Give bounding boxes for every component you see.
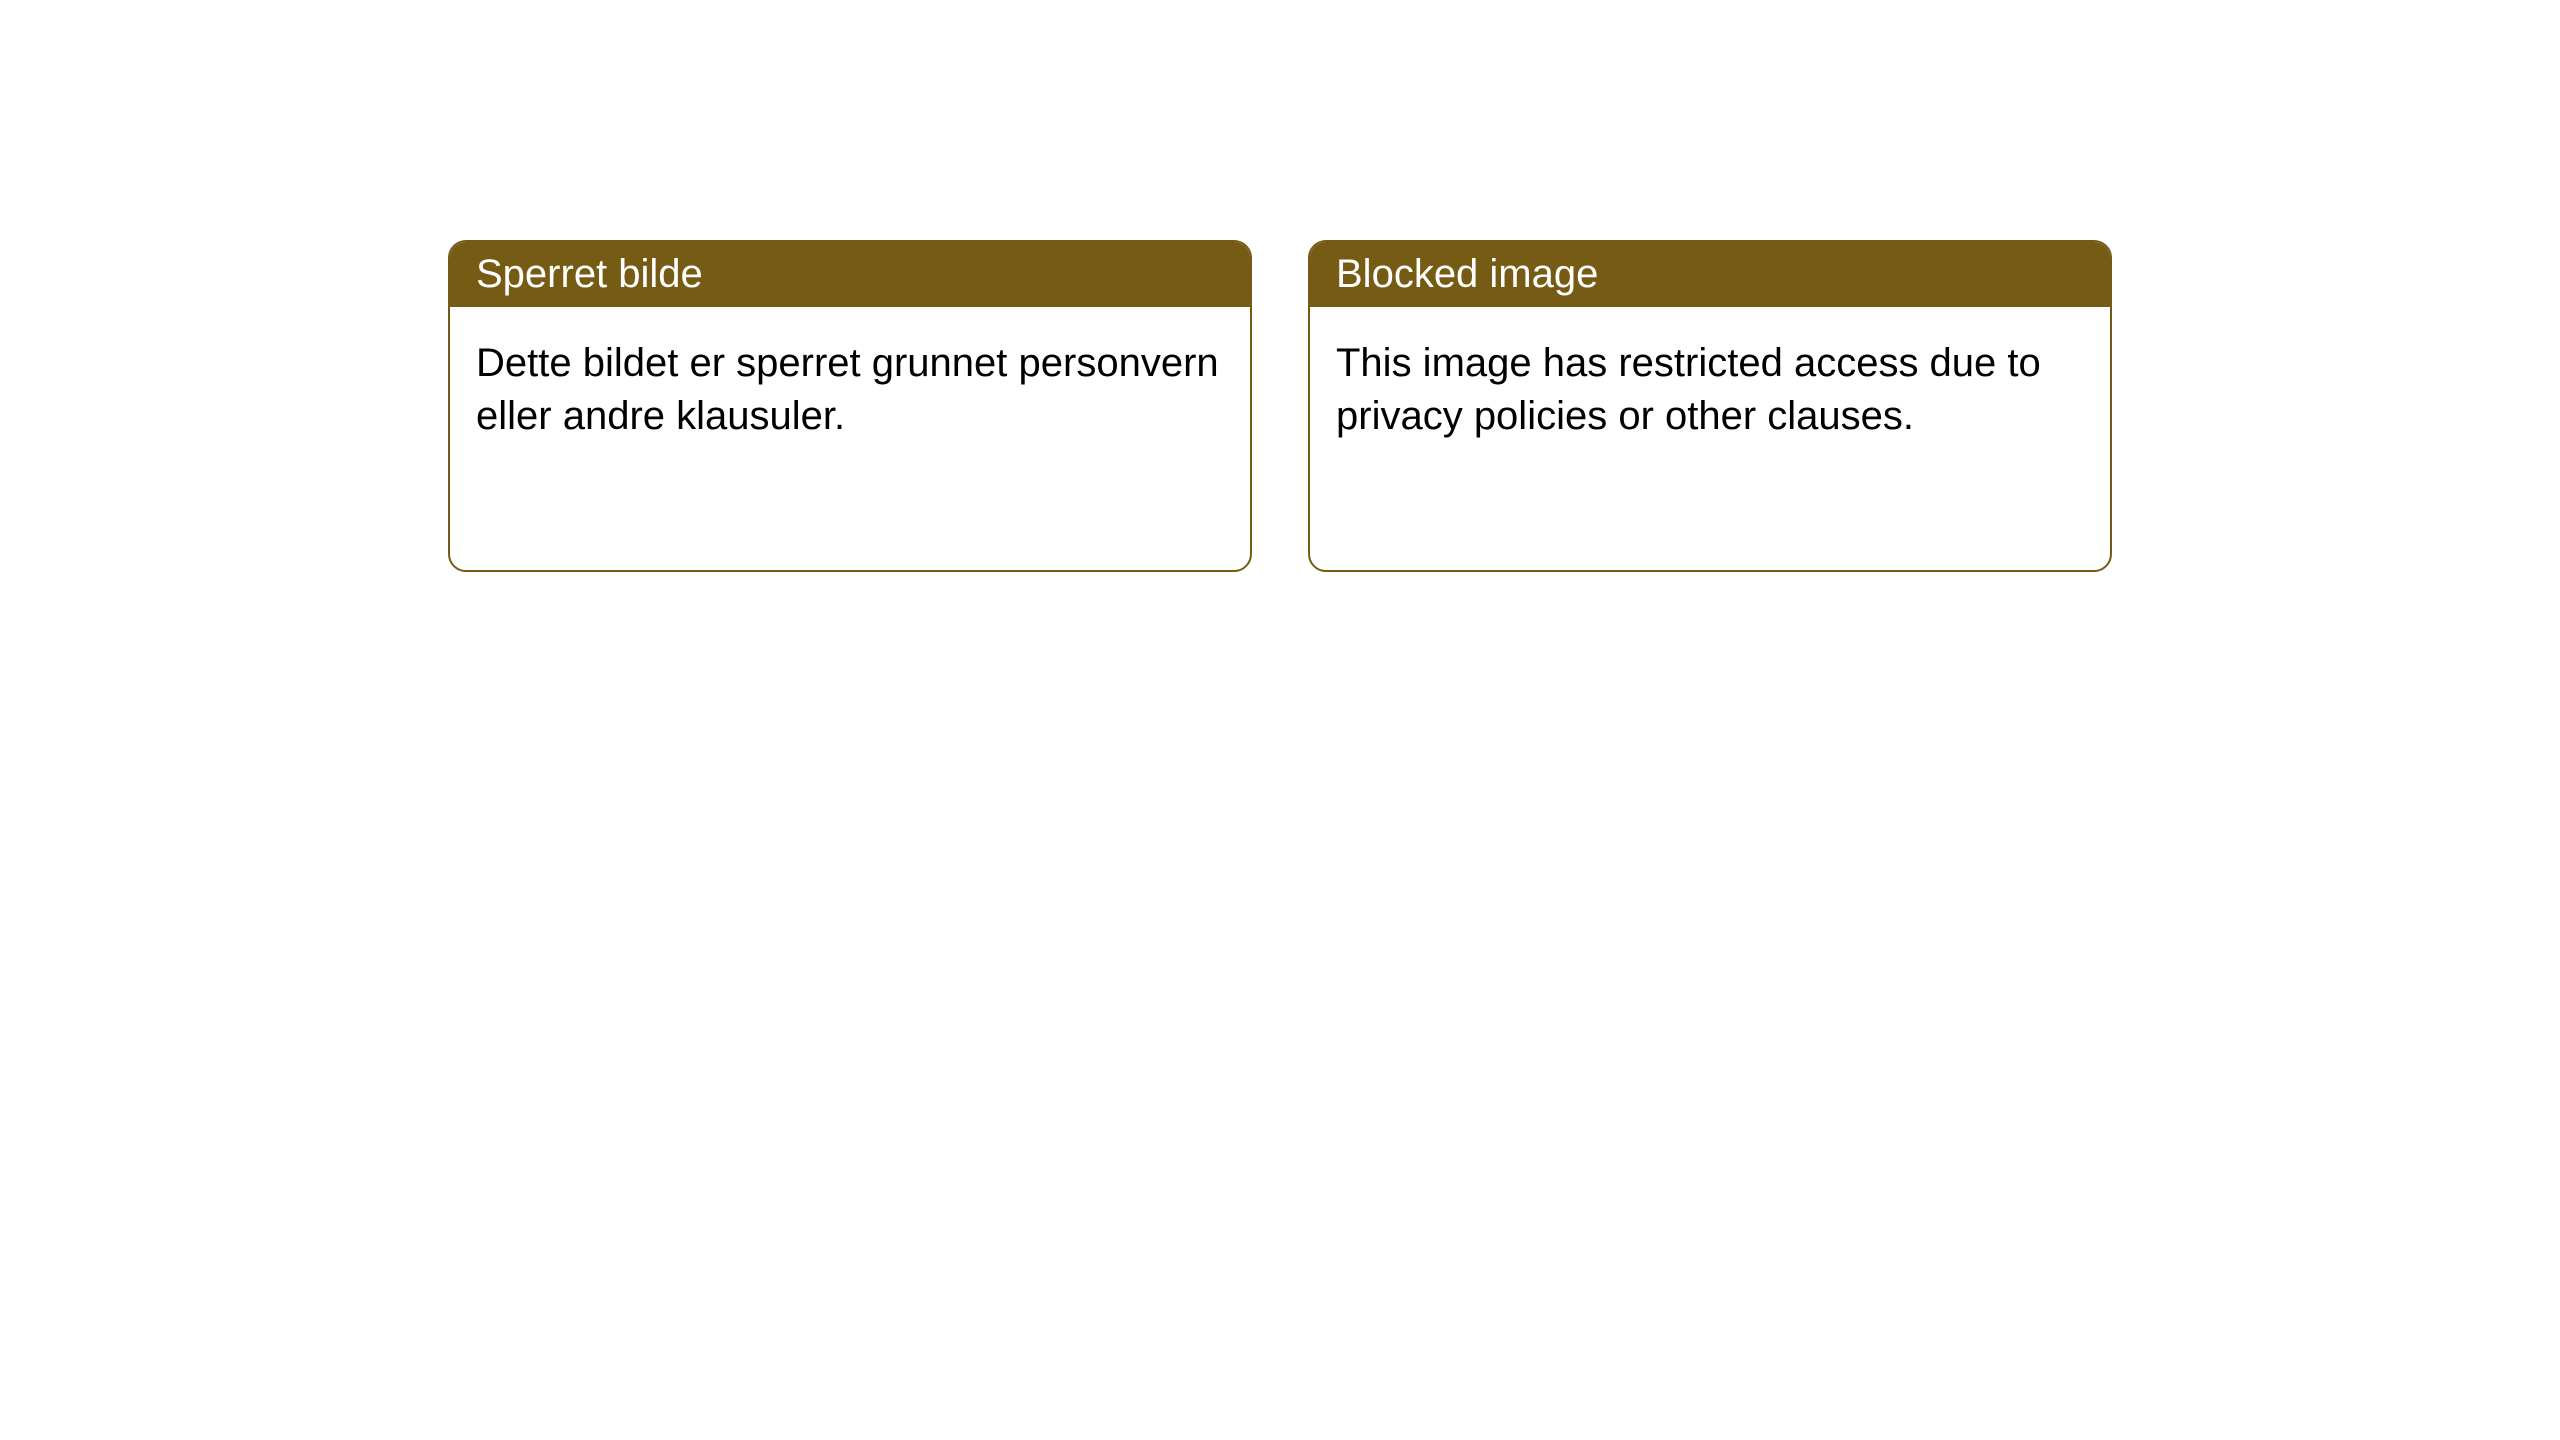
notice-title: Blocked image: [1336, 252, 1598, 296]
notice-container: Sperret bilde Dette bildet er sperret gr…: [448, 240, 2112, 572]
notice-card-norwegian: Sperret bilde Dette bildet er sperret gr…: [448, 240, 1252, 572]
notice-title: Sperret bilde: [476, 252, 703, 296]
notice-header: Blocked image: [1310, 242, 2110, 307]
notice-body: Dette bildet er sperret grunnet personve…: [450, 307, 1250, 570]
notice-body-text: Dette bildet er sperret grunnet personve…: [476, 341, 1219, 438]
notice-body: This image has restricted access due to …: [1310, 307, 2110, 570]
notice-header: Sperret bilde: [450, 242, 1250, 307]
notice-body-text: This image has restricted access due to …: [1336, 341, 2041, 438]
notice-card-english: Blocked image This image has restricted …: [1308, 240, 2112, 572]
